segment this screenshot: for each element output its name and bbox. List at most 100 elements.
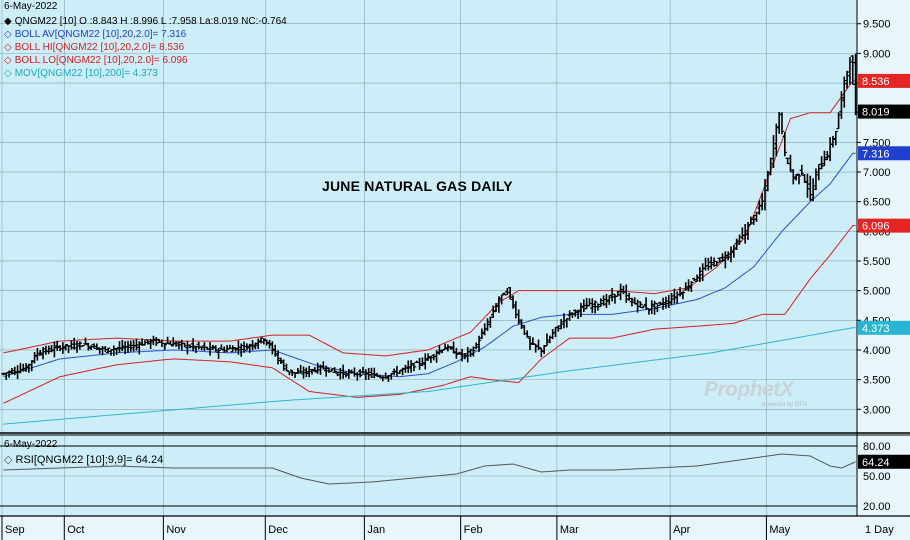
- series-line-boll-hi: [3, 80, 856, 357]
- ohlc-bar: [785, 157, 790, 165]
- ohlc-bar: [15, 365, 20, 380]
- ohlc-bar: [21, 363, 26, 372]
- ohlc-bar: [239, 343, 244, 357]
- ohlc-bar: [765, 170, 771, 192]
- rsi-date-label: 6-May-2022: [4, 439, 58, 450]
- ohlc-bar: [737, 234, 742, 245]
- ohlc-bar: [488, 316, 493, 328]
- ohlc-bar: [105, 347, 111, 354]
- ohlc-bar: [618, 283, 623, 301]
- ohlc-bar: [462, 353, 468, 360]
- ohlc-bar: [626, 292, 632, 301]
- ohlc-bar: [454, 347, 459, 359]
- ohlc-bar: [847, 57, 853, 85]
- ohlc-bar: [592, 300, 598, 314]
- ohlc-bar: [442, 343, 448, 351]
- ohlc-bar: [338, 368, 343, 380]
- ohlc-bar: [332, 367, 337, 374]
- ohlc-bar: [91, 343, 97, 349]
- ohlc-bar: [77, 341, 83, 350]
- ohlc-bar: [52, 341, 57, 358]
- price-tag: 4.373: [858, 320, 910, 335]
- ohlc-bar: [346, 368, 352, 379]
- ohlc-bar: [377, 374, 383, 379]
- ohlc-bar: [762, 178, 768, 211]
- ohlc-bar: [270, 341, 275, 355]
- price-tick-label: 3.500: [863, 375, 891, 387]
- ohlc-bar: [128, 340, 134, 352]
- ohlc-bar: [38, 350, 43, 356]
- rsi-value-label: 64.24: [862, 457, 890, 469]
- ohlc-bar: [601, 295, 606, 306]
- price-tag-label: 7.316: [862, 148, 890, 160]
- ohlc-bar: [564, 318, 570, 328]
- ohlc-bar: [510, 295, 516, 309]
- ohlc-bar: [329, 368, 335, 372]
- ohlc-bar: [714, 261, 720, 266]
- ohlc-bar: [590, 298, 595, 313]
- ohlc-bar: [315, 362, 320, 374]
- ohlc-bar: [774, 123, 779, 157]
- ohlc-bar: [417, 357, 422, 370]
- ohlc-bar: [406, 360, 411, 373]
- ohlc-bar: [40, 347, 46, 360]
- price-tick-label: 7.000: [863, 167, 891, 179]
- chart-title: JUNE NATURAL GAS DAILY: [322, 178, 513, 194]
- ohlc-bar: [369, 367, 374, 378]
- ohlc-bar: [32, 352, 37, 364]
- ohlc-bar: [434, 350, 439, 363]
- ohlc-bar: [71, 337, 77, 350]
- ohlc-bar: [154, 337, 159, 346]
- ohlc-bar: [694, 274, 700, 282]
- ohlc-bar: [304, 367, 309, 378]
- ohlc-bar: [182, 342, 187, 348]
- diamond-outline-icon: ◇: [4, 29, 12, 40]
- ohlc-bar: [771, 135, 776, 168]
- ohlc-bar: [660, 297, 666, 310]
- ohlc-bar: [587, 298, 592, 307]
- ohlc-bar: [244, 343, 250, 351]
- ohlc-bar: [471, 346, 476, 357]
- price-tag-label: 4.373: [862, 323, 890, 335]
- ohlc-bar: [9, 368, 15, 375]
- ohlc-bar: [440, 349, 445, 354]
- ohlc-bar: [451, 341, 456, 354]
- ohlc-bar: [74, 341, 80, 353]
- ohlc-bar: [485, 318, 490, 331]
- ohlc-bar: [190, 338, 196, 352]
- ohlc-bar: [88, 345, 94, 351]
- ohlc-bar: [706, 257, 711, 271]
- ohlc-bar: [213, 345, 218, 352]
- ohlc-bar: [788, 154, 793, 172]
- ohlc-bar: [230, 345, 235, 353]
- ohlc-bar: [219, 344, 224, 350]
- period-label[interactable]: 1 Day: [865, 524, 894, 536]
- ohlc-bar: [496, 296, 502, 313]
- ohlc-bar: [541, 344, 547, 354]
- rsi-tick-label: 20.00: [863, 501, 891, 513]
- series-line-mov: [3, 327, 856, 425]
- ohlc-bar: [748, 216, 754, 226]
- ohlc-bar: [720, 253, 725, 262]
- ohlc-bar: [142, 340, 148, 346]
- diamond-outline-icon: ◇: [4, 55, 12, 66]
- ohlc-bar: [137, 341, 142, 355]
- ohlc-bar: [306, 365, 312, 378]
- ohlc-bar: [791, 169, 796, 185]
- ohlc-bar: [578, 302, 584, 318]
- month-label: Mar: [560, 524, 579, 536]
- price-tick-label: 5.500: [863, 256, 891, 268]
- rsi-legend-text: RSI[QNGM22 [10];9,9]= 64.24: [15, 454, 164, 466]
- ohlc-bar: [6, 370, 12, 378]
- ohlc-bar: [400, 367, 405, 376]
- ohlc-bar: [80, 345, 85, 347]
- chart-legend: ◆ QNGM22 [10] O :8.843 H :8.996 L :7.958…: [4, 15, 287, 80]
- ohlc-bar: [524, 330, 530, 338]
- price-tick-label: 4.000: [863, 345, 891, 357]
- ohlc-bar: [799, 164, 804, 176]
- ohlc-bar: [779, 112, 785, 135]
- ohlc-bar: [850, 55, 855, 85]
- ohlc-bar: [23, 363, 29, 372]
- price-tick-label: 9.500: [863, 19, 891, 31]
